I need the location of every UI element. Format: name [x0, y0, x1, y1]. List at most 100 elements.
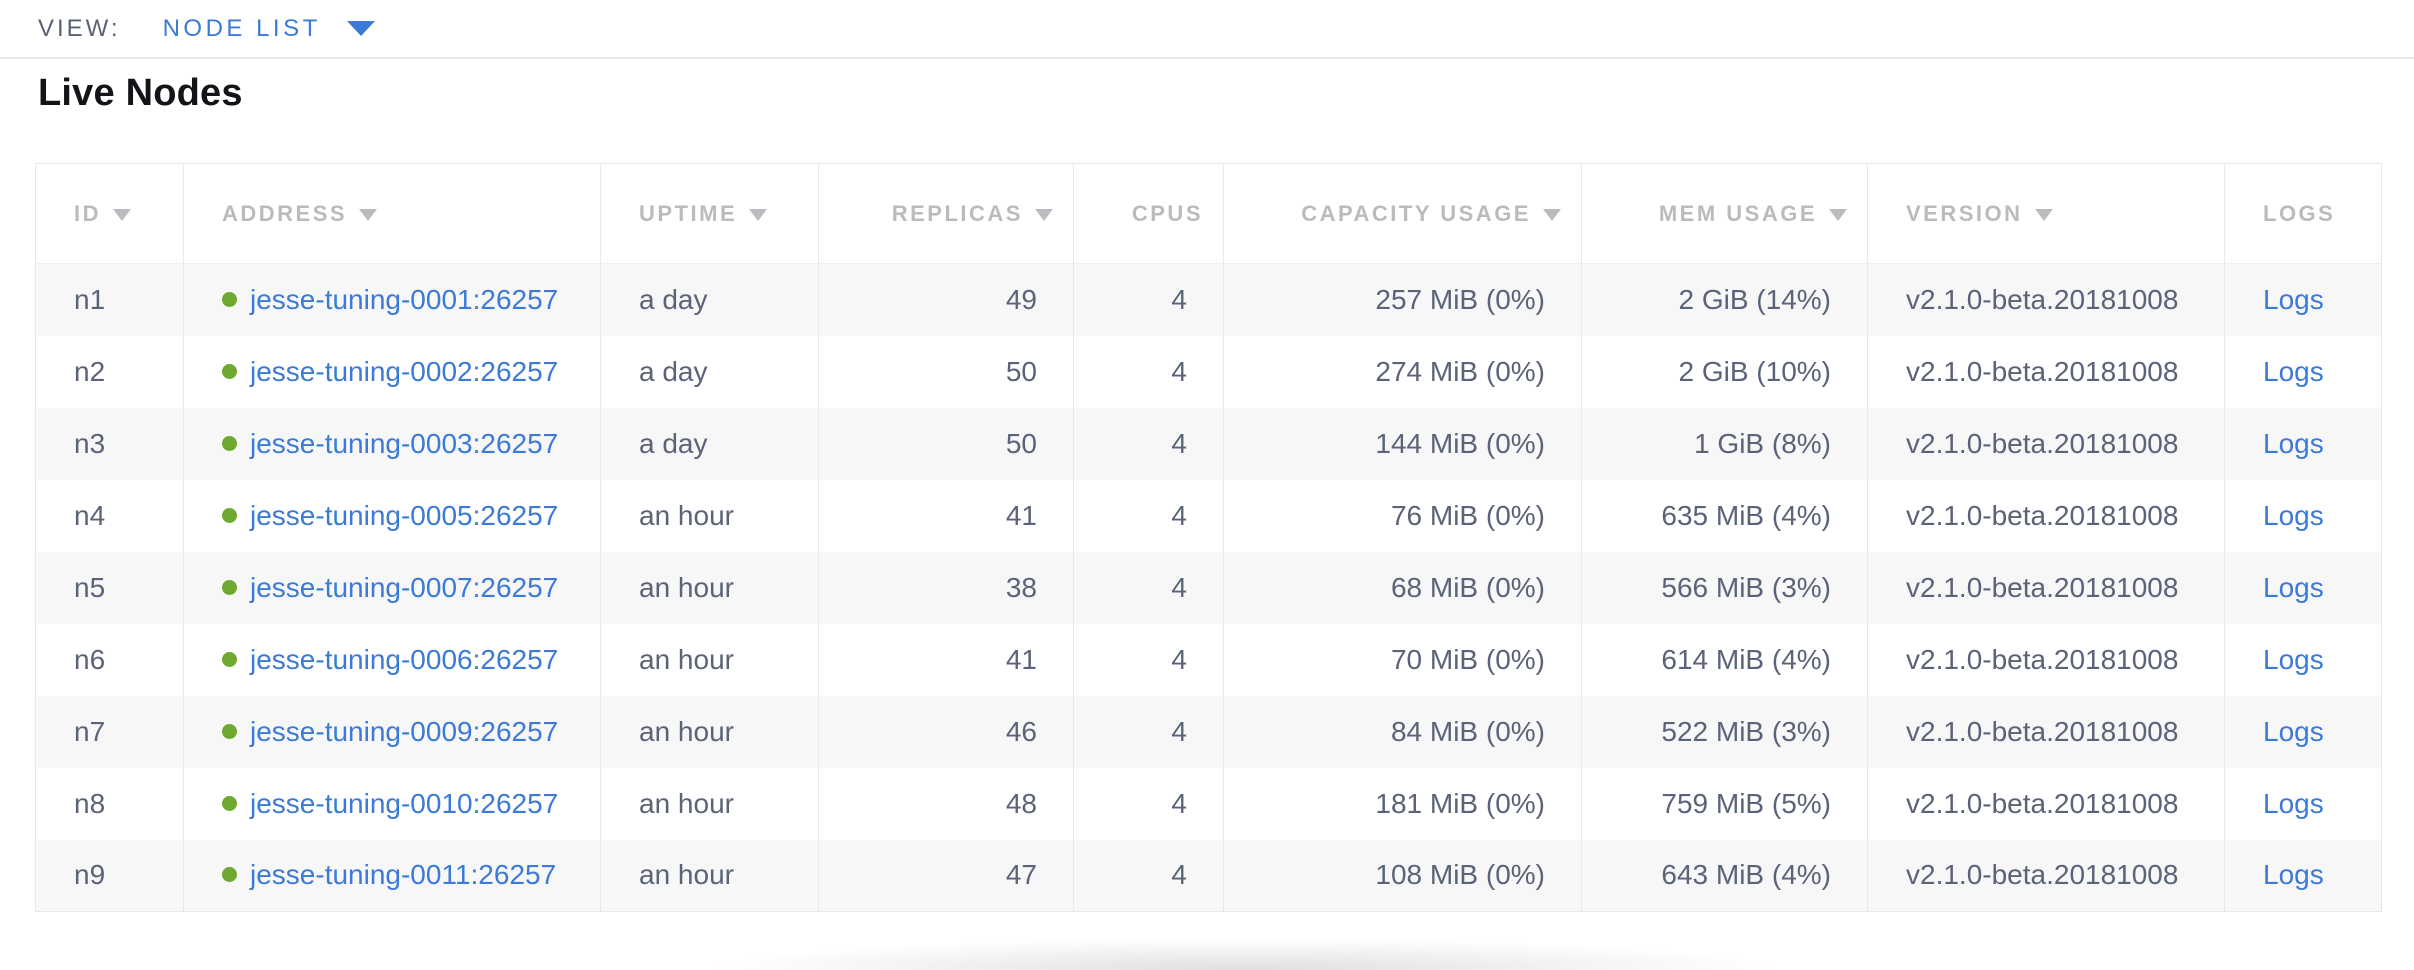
healthy-status-dot — [222, 507, 237, 523]
cell-uptime: a day — [600, 407, 819, 480]
cell-address: jesse-tuning-0002:26257 — [183, 335, 601, 408]
healthy-status-dot — [222, 579, 237, 595]
column-header-uptime[interactable]: UPTIME — [600, 163, 819, 264]
node-row-n9: n9 jesse-tuning-0011:26257 an hour 47 4 108 M… — [35, 839, 2382, 912]
column-header-logs: LOGS — [2224, 163, 2382, 264]
cell-id: n4 — [35, 479, 184, 552]
column-header-replicas[interactable]: REPLICAS — [818, 163, 1074, 264]
cell-version: v2.1.0-beta.20181008 — [1867, 263, 2225, 336]
view-selected-value: NODE LIST — [162, 14, 321, 42]
logs-link[interactable]: Logs — [2263, 427, 2324, 459]
node-address-link[interactable]: jesse-tuning-0002:26257 — [250, 355, 559, 387]
logs-link[interactable]: Logs — [2263, 283, 2324, 315]
node-address-link[interactable]: jesse-tuning-0007:26257 — [250, 571, 559, 603]
cell-id: n9 — [35, 839, 184, 912]
node-address-link[interactable]: jesse-tuning-0011:26257 — [250, 859, 557, 891]
sort-arrow-icon — [1035, 208, 1053, 221]
cell-replicas: 41 — [818, 623, 1074, 696]
node-address-link[interactable]: jesse-tuning-0005:26257 — [250, 499, 559, 531]
sort-arrow-icon — [2034, 208, 2053, 221]
column-header-mem[interactable]: MEM USAGE — [1581, 163, 1868, 264]
cell-address: jesse-tuning-0009:26257 — [183, 695, 601, 768]
cell-cpus: 4 — [1073, 695, 1224, 768]
node-address-link[interactable]: jesse-tuning-0001:26257 — [250, 283, 559, 315]
cell-uptime: an hour — [600, 479, 819, 552]
cell-mem: 2 GiB (14%) — [1581, 263, 1868, 336]
table-body: n1 jesse-tuning-0001:26257 a day 49 4 257 MiB… — [35, 263, 2382, 912]
healthy-status-dot — [222, 435, 237, 451]
column-header-label: VERSION — [1906, 200, 2023, 226]
cell-cpus: 4 — [1073, 263, 1224, 336]
column-header-label: ADDRESS — [222, 200, 348, 226]
cell-cpus: 4 — [1073, 407, 1224, 480]
column-header-label: LOGS — [2263, 200, 2336, 226]
cell-version: v2.1.0-beta.20181008 — [1867, 767, 2225, 840]
logs-link[interactable]: Logs — [2263, 355, 2324, 387]
column-header-id[interactable]: ID — [35, 163, 184, 264]
healthy-status-dot — [222, 363, 237, 379]
cell-uptime: an hour — [600, 695, 819, 768]
cell-address: jesse-tuning-0006:26257 — [183, 623, 601, 696]
cell-id: n1 — [35, 263, 184, 336]
logs-link[interactable]: Logs — [2263, 643, 2324, 675]
node-row-n2: n2 jesse-tuning-0002:26257 a day 50 4 274 MiB… — [35, 335, 2382, 408]
node-row-n4: n4 jesse-tuning-0005:26257 an hour 41 4 76 Mi… — [35, 479, 2382, 552]
view-selector-dropdown[interactable]: NODE LIST — [163, 15, 375, 43]
cell-uptime: an hour — [600, 551, 819, 624]
cell-cpus: 4 — [1073, 551, 1224, 624]
sort-arrow-icon — [113, 208, 131, 221]
logs-link[interactable]: Logs — [2263, 715, 2324, 747]
cell-address: jesse-tuning-0001:26257 — [183, 263, 601, 336]
cell-capacity: 68 MiB (0%) — [1223, 551, 1582, 624]
column-header-label: CPUS — [1131, 200, 1203, 226]
node-address-link[interactable]: jesse-tuning-0003:26257 — [250, 427, 559, 459]
column-header-label: UPTIME — [639, 200, 738, 226]
node-row-n6: n6 jesse-tuning-0006:26257 an hour 41 4 70 Mi… — [35, 623, 2382, 696]
cell-replicas: 50 — [818, 407, 1074, 480]
cell-id: n5 — [35, 551, 184, 624]
cell-mem: 643 MiB (4%) — [1581, 839, 1868, 912]
cell-logs: Logs — [2225, 336, 2382, 408]
healthy-status-dot — [222, 651, 237, 667]
column-header-label: MEM USAGE — [1658, 200, 1817, 226]
logs-link[interactable]: Logs — [2263, 787, 2324, 819]
node-address-link[interactable]: jesse-tuning-0010:26257 — [250, 787, 559, 819]
column-header-version[interactable]: VERSION — [1867, 163, 2225, 264]
node-row-n1: n1 jesse-tuning-0001:26257 a day 49 4 257 MiB… — [35, 263, 2382, 336]
cell-capacity: 274 MiB (0%) — [1223, 335, 1582, 408]
cell-logs: Logs — [2225, 264, 2382, 336]
sort-arrow-icon — [359, 208, 378, 221]
cell-mem: 635 MiB (4%) — [1581, 479, 1868, 552]
node-address-link[interactable]: jesse-tuning-0009:26257 — [250, 715, 559, 747]
table-header-row: ID ADDRESS UPTIME REPLICAS CPUS CAPACITY USAG… — [35, 163, 2382, 264]
cell-logs: Logs — [2225, 840, 2382, 912]
cell-mem: 759 MiB (5%) — [1581, 767, 1868, 840]
cell-logs: Logs — [2225, 480, 2382, 552]
column-header-cpus: CPUS — [1073, 163, 1224, 264]
healthy-status-dot — [222, 795, 237, 811]
cell-version: v2.1.0-beta.20181008 — [1867, 695, 2225, 768]
cell-version: v2.1.0-beta.20181008 — [1867, 839, 2225, 912]
cell-version: v2.1.0-beta.20181008 — [1867, 551, 2225, 624]
column-header-capacity[interactable]: CAPACITY USAGE — [1223, 163, 1582, 264]
logs-link[interactable]: Logs — [2263, 571, 2324, 603]
cell-capacity: 257 MiB (0%) — [1223, 263, 1582, 336]
logs-link[interactable]: Logs — [2263, 859, 2324, 891]
cell-replicas: 47 — [818, 839, 1074, 912]
cell-version: v2.1.0-beta.20181008 — [1867, 479, 2225, 552]
top-divider — [0, 57, 2414, 59]
cell-capacity: 70 MiB (0%) — [1223, 623, 1582, 696]
cell-mem: 522 MiB (3%) — [1581, 695, 1868, 768]
cell-replicas: 48 — [818, 767, 1074, 840]
cell-uptime: an hour — [600, 839, 819, 912]
cell-cpus: 4 — [1073, 767, 1224, 840]
cell-cpus: 4 — [1073, 839, 1224, 912]
node-row-n5: n5 jesse-tuning-0007:26257 an hour 38 4 68 Mi… — [35, 551, 2382, 624]
cell-address: jesse-tuning-0010:26257 — [183, 767, 601, 840]
node-address-link[interactable]: jesse-tuning-0006:26257 — [250, 643, 559, 675]
logs-link[interactable]: Logs — [2263, 499, 2324, 531]
cell-replicas: 38 — [818, 551, 1074, 624]
cell-capacity: 144 MiB (0%) — [1223, 407, 1582, 480]
caret-down-icon — [346, 21, 375, 36]
column-header-address[interactable]: ADDRESS — [183, 163, 601, 264]
